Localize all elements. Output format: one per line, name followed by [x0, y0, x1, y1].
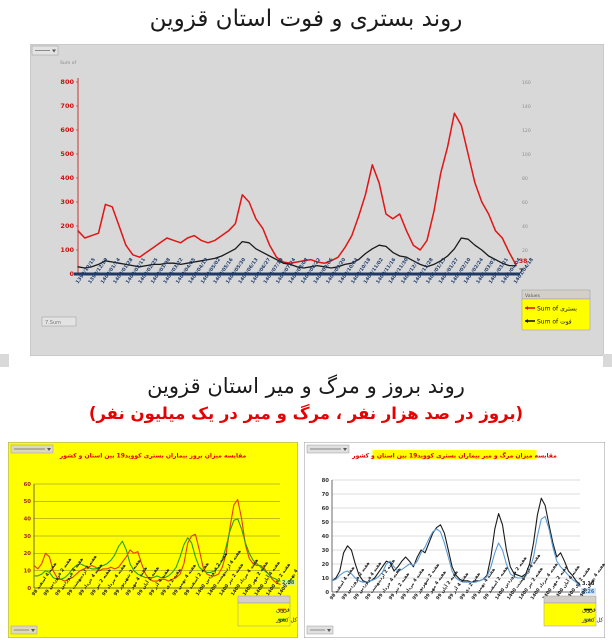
svg-text:کل کشور: کل کشور	[275, 617, 298, 624]
svg-text:20: 20	[24, 551, 32, 557]
section-subtitle-rates: (بروز در صد هزار نفر ، مرگ و میر در یک م…	[88, 404, 524, 423]
chart-incidence-comparison: مقایسه میزان بروز بیماران بستری کووید19 …	[8, 442, 298, 638]
svg-text:800: 800	[60, 78, 74, 86]
incidence-comparison-plot: مقایسه میزان بروز بیماران بستری کووید19 …	[8, 442, 298, 638]
svg-text:Values: Values	[525, 293, 541, 299]
svg-text:40: 40	[322, 534, 330, 540]
svg-text:7.Sum: 7.Sum	[45, 320, 61, 326]
svg-text:Sum of: Sum of	[60, 60, 77, 66]
section-title-hospitalization-deaths: روند بستری و فوت استان قزوین	[149, 6, 463, 32]
legend-mortality-comparison: قزوین کل کشور	[543, 595, 604, 627]
svg-text:38: 38	[519, 258, 527, 265]
svg-text:Sum of بستری: Sum of بستری	[537, 305, 577, 312]
svg-text:30: 30	[322, 548, 330, 554]
svg-text:60: 60	[24, 482, 32, 488]
svg-text:300: 300	[60, 198, 74, 206]
svg-text:160: 160	[522, 80, 531, 86]
svg-text:0: 0	[27, 586, 31, 592]
svg-text:2.08: 2.08	[282, 580, 295, 586]
svg-text:40: 40	[24, 517, 32, 523]
page-edge-right	[603, 354, 612, 367]
svg-text:مقایسه میزان بروز بیماران بستر: مقایسه میزان بروز بیماران بستری کووید19 …	[59, 453, 247, 460]
svg-text:70: 70	[322, 492, 330, 498]
svg-text:50: 50	[322, 520, 330, 526]
svg-text:500: 500	[60, 150, 74, 158]
svg-text:400: 400	[60, 174, 74, 182]
svg-text:7: 7	[519, 268, 523, 275]
section-title-incidence-mortality: روند بروز و مرگ و میر استان قزوین	[147, 374, 465, 398]
svg-text:قزوین: قزوین	[582, 608, 596, 614]
svg-text:کل کشور: کل کشور	[581, 617, 604, 624]
svg-text:30: 30	[24, 534, 32, 540]
svg-text:200: 200	[60, 222, 74, 230]
svg-text:مقایسه میزان مرگ و میر بیماران: مقایسه میزان مرگ و میر بیماران بستری کوو…	[351, 452, 557, 460]
svg-text:60: 60	[322, 506, 330, 512]
svg-text:100: 100	[522, 152, 531, 158]
svg-text:قزوین: قزوین	[276, 608, 290, 614]
svg-text:120: 120	[522, 128, 531, 134]
svg-text:600: 600	[60, 126, 74, 134]
svg-text:60: 60	[522, 200, 528, 206]
svg-text:10: 10	[24, 569, 32, 575]
svg-text:3.18: 3.18	[582, 581, 595, 587]
svg-text:20: 20	[322, 562, 330, 568]
svg-text:Sum of فوت: Sum of فوت	[537, 318, 572, 325]
svg-text:80: 80	[522, 176, 528, 182]
legend-incidence-comparison: قزوین کل کشور	[237, 595, 298, 627]
svg-text:80: 80	[322, 478, 330, 484]
svg-text:100: 100	[60, 246, 74, 254]
mortality-comparison-plot: مقایسه میزان مرگ و میر بیماران بستری کوو…	[304, 442, 605, 638]
svg-text:140: 140	[522, 104, 531, 110]
svg-text:40: 40	[522, 224, 528, 230]
svg-text:20: 20	[522, 248, 528, 254]
svg-text:0: 0	[69, 270, 74, 278]
svg-text:50: 50	[24, 499, 32, 505]
svg-text:2.26: 2.26	[582, 589, 595, 595]
hospitalization-deaths-plot: 0 100 200 300 400 500 600 700 800 20 40 60 80 100 120 1…	[30, 44, 604, 356]
svg-text:0: 0	[325, 590, 329, 596]
legend-hospitalization-deaths: Values Sum of بستری Sum of فوت	[521, 289, 591, 331]
chart-mortality-comparison: مقایسه میزان مرگ و میر بیماران بستری کوو…	[304, 442, 605, 638]
svg-text:10: 10	[322, 576, 330, 582]
chart-hospitalization-deaths: 0 100 200 300 400 500 600 700 800 20 40 60 80 100 120 1…	[30, 44, 604, 356]
svg-text:700: 700	[60, 102, 74, 110]
page-edge-left	[0, 354, 9, 367]
